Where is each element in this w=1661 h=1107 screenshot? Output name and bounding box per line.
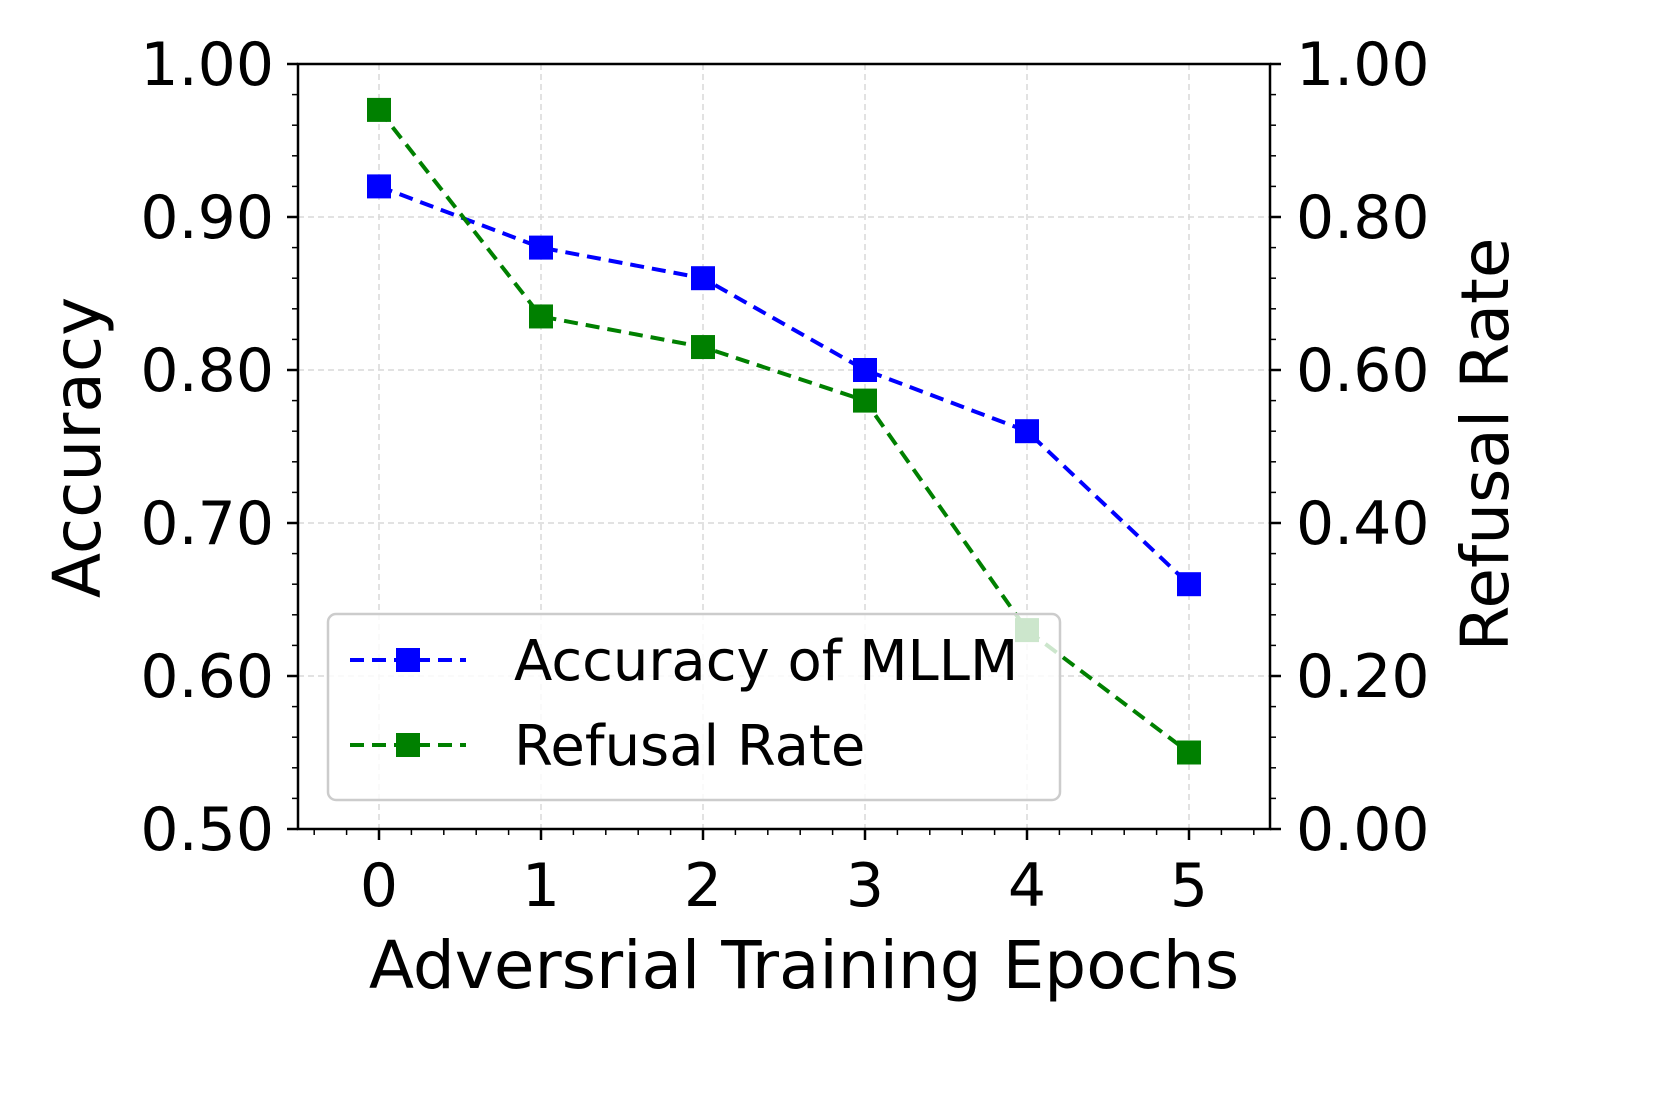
data-point-refusal-rate [529, 304, 553, 329]
data-point-refusal-rate [367, 97, 391, 122]
x-tick-label: 4 [1008, 851, 1046, 921]
data-point-refusal-rate [691, 335, 715, 360]
legend-box [326, 612, 1062, 802]
legend: Accuracy of MLLM Refusal Rate [326, 612, 1062, 802]
right-y-axis-title: Refusal Rate [1447, 237, 1524, 651]
legend-marker-accuracy [396, 648, 420, 672]
data-point-refusal-rate [853, 388, 877, 413]
data-point-accuracy [529, 235, 553, 260]
data-point-accuracy [1177, 572, 1201, 597]
data-point-accuracy [691, 266, 715, 291]
x-tick-label: 2 [684, 851, 722, 921]
left-y-axis-title: Accuracy [39, 297, 116, 598]
series-line-accuracy [378, 184, 1191, 586]
data-point-accuracy [367, 174, 391, 199]
x-tick-label: 0 [360, 851, 398, 921]
left-y-tick-label: 0.80 [140, 336, 274, 406]
left-y-tick-label: 1.00 [140, 30, 274, 100]
right-y-tick-label: 0.40 [1296, 489, 1430, 559]
left-y-tick-label: 0.60 [140, 642, 274, 712]
x-tick-label: 5 [1170, 851, 1208, 921]
x-tick-label: 3 [846, 851, 884, 921]
right-y-tick-label: 0.20 [1296, 642, 1430, 712]
data-point-refusal-rate [1177, 740, 1201, 765]
left-y-tick-label: 0.50 [140, 795, 274, 865]
right-y-tick-label: 0.80 [1296, 183, 1430, 253]
right-y-tick-label: 0.60 [1296, 336, 1430, 406]
left-y-tick-label: 0.70 [140, 489, 274, 559]
x-tick-label: 1 [522, 851, 560, 921]
data-point-accuracy [853, 358, 877, 382]
axis-ticks: 0 1 2 3 4 5 0.50 0.60 0.70 0.80 0.90 1.00 0.00 0.20 0.… [140, 30, 1429, 921]
legend-marker-refusal-rate [396, 733, 420, 757]
right-y-tick-label: 1.00 [1296, 30, 1430, 100]
x-axis-title: Adversrial Training Epochs [369, 927, 1239, 1004]
right-y-tick-label: 0.00 [1296, 795, 1430, 865]
legend-label-refusal-rate: Refusal Rate [514, 714, 865, 779]
left-y-tick-label: 0.90 [140, 183, 274, 253]
plot-frame [296, 62, 1272, 831]
legend-label-accuracy: Accuracy of MLLM [514, 629, 1018, 694]
data-point-accuracy [1015, 419, 1039, 444]
